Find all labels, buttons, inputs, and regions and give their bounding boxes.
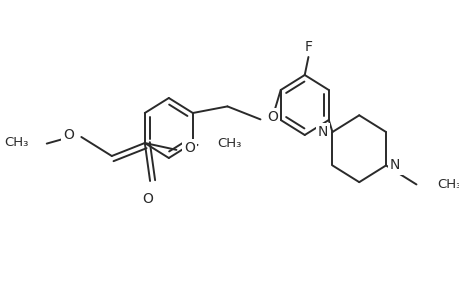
- Text: O: O: [184, 141, 194, 155]
- Text: O: O: [266, 110, 277, 124]
- Text: F: F: [304, 40, 312, 54]
- Text: CH₃: CH₃: [436, 178, 459, 191]
- Text: O: O: [63, 128, 74, 142]
- Text: N: N: [317, 125, 328, 139]
- Text: O: O: [141, 192, 152, 206]
- Text: N: N: [389, 158, 400, 172]
- Text: CH₃: CH₃: [217, 137, 241, 150]
- Text: CH₃: CH₃: [4, 136, 28, 149]
